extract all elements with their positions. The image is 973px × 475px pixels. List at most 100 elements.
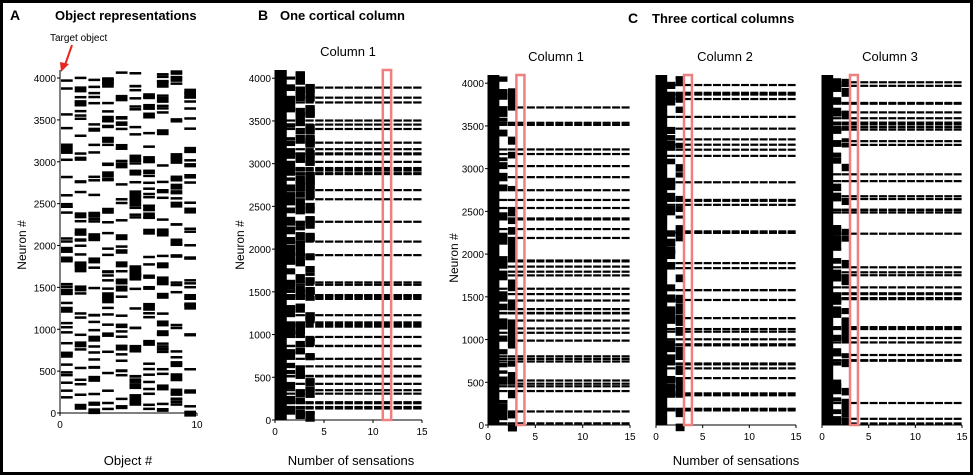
active-segment [498,152,508,156]
active-segment [555,121,564,124]
active-cell [102,332,114,335]
active-segment [383,297,393,300]
candidate-cell [305,312,315,319]
active-segment [759,288,768,292]
candidate-cell [675,354,685,361]
active-segment [583,292,592,296]
candidate-cell [507,279,517,288]
active-segment [851,197,859,201]
active-cell [115,295,128,298]
y-tick-label: 4000 [462,79,485,90]
active-segment [315,101,324,104]
active-segment [935,274,943,277]
active-segment [832,359,842,362]
active-segment [498,198,508,202]
active-cell [115,359,128,362]
active-segment [325,321,334,324]
active-segment [769,330,777,333]
active-segment [621,189,630,192]
active-segment [869,266,878,269]
active-segment [897,341,906,344]
active-segment [944,297,953,300]
active-segment [935,353,943,357]
active-segment [621,287,630,290]
active-segment [703,83,712,87]
active-segment [564,389,573,393]
candidate-cell [285,289,296,293]
panel-b-xlabel: Number of sensations [288,453,415,468]
candidate-cell [666,231,676,237]
active-segment [574,355,583,358]
active-segment [517,198,526,202]
active-segment [334,169,344,172]
active-cell [115,121,128,124]
candidate-cell [498,212,508,220]
active-segment [574,106,583,109]
active-segment [315,172,324,175]
x-tick-label: 15 [790,432,802,443]
active-segment [685,148,693,151]
candidate-cell [841,127,851,131]
candidate-cell [507,390,517,399]
active-cell [184,207,196,214]
active-cell [115,369,128,373]
active-cell [115,285,128,292]
active-segment [612,331,621,334]
active-segment [593,121,602,124]
active-segment [285,392,296,395]
candidate-cell [305,171,315,177]
active-segment [555,410,564,413]
active-segment [344,119,353,122]
active-segment [612,121,621,124]
active-segment [713,97,721,101]
active-segment [393,166,402,170]
active-cell [143,380,155,384]
active-segment [621,385,630,388]
y-tick-label: 3000 [249,160,272,171]
candidate-cell [305,295,315,301]
candidate-cell [832,306,842,311]
candidate-cell [675,172,685,178]
active-segment [574,148,583,151]
active-segment [526,265,535,268]
active-segment [526,311,535,315]
active-segment [841,197,850,201]
candidate-cell [675,106,685,113]
active-segment [315,389,324,392]
active-cell [184,159,196,162]
active-segment [536,176,545,179]
active-segment [925,401,934,405]
active-segment [897,117,906,120]
active-segment [944,208,953,211]
active-segment [354,189,363,192]
candidate-cell [666,306,676,316]
active-segment [364,294,373,297]
active-segment [593,227,602,231]
active-cell [143,169,155,173]
candidate-cell [295,175,305,179]
active-segment [787,344,796,347]
active-segment [860,286,869,289]
active-cell [129,265,142,272]
active-segment [888,121,897,124]
active-segment [354,405,363,409]
active-cell [74,341,87,348]
candidate-cell [832,225,842,230]
active-segment [778,317,787,320]
active-segment [750,93,759,96]
active-segment [325,169,334,172]
active-segment [602,265,611,268]
active-segment [295,169,305,172]
active-segment [574,176,583,179]
active-segment [334,392,344,395]
active-segment [750,327,759,331]
active-segment [526,227,535,231]
x-tick-label: 10 [367,427,379,438]
active-segment [383,389,393,392]
candidate-cell [295,370,305,377]
active-segment [869,359,878,362]
active-segment [354,325,363,328]
active-segment [722,127,731,130]
active-segment [851,271,859,274]
active-cell [61,285,73,289]
